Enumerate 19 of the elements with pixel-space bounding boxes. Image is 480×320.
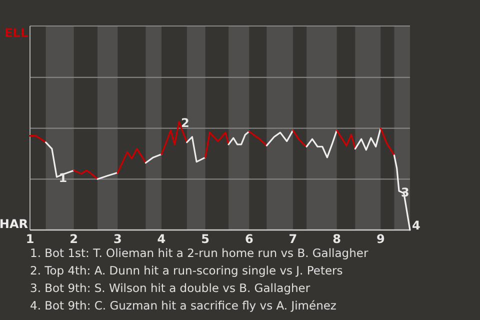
x-tick-label: 5 — [201, 232, 210, 246]
annotation: 3 — [401, 185, 410, 200]
x-tick-label: 7 — [288, 232, 298, 246]
x-tick-label: 4 — [157, 232, 166, 246]
annotation: 1 — [58, 171, 68, 186]
annotation: 4 — [412, 218, 420, 232]
x-tick-label: 9 — [376, 232, 385, 246]
text: 1. Bot 1st: T. Olieman hit a 2-run home run vs B. Gallagher — [30, 246, 368, 260]
text: 2. Top 4th: A. Dunn hit a run-scoring single vs J. Peters — [30, 264, 343, 278]
text: 3. Bot 9th: S. Wilson hit a double vs B. Gallagher — [30, 281, 310, 295]
x-tick-label: 1 — [26, 232, 34, 246]
x-tick-label: 3 — [113, 232, 122, 246]
text: HAR — [0, 217, 28, 231]
x-tick-label: 8 — [332, 232, 341, 246]
x-tick-label: 6 — [244, 232, 254, 246]
text: 4. Bot 9th: C. Guzman hit a sacrifice fly vs A. Jiménez — [30, 298, 336, 312]
annotation: 2 — [181, 116, 190, 130]
text: ELL — [4, 26, 28, 40]
x-tick-label: 2 — [70, 232, 78, 246]
